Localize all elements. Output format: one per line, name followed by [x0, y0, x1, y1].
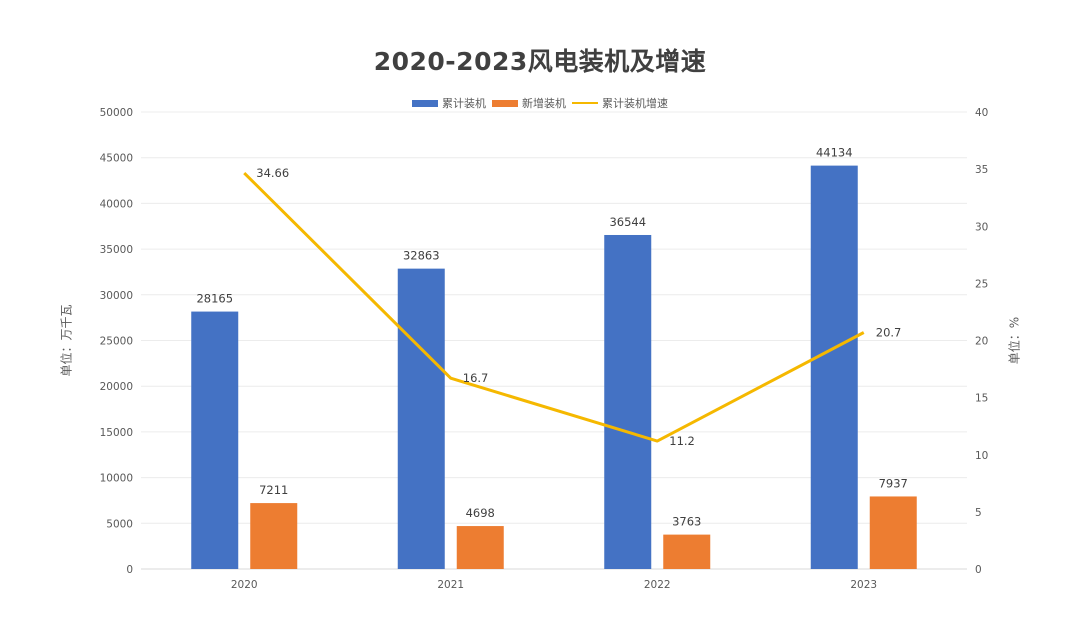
left-axis-tick: 50000 — [100, 107, 133, 119]
data-label: 32863 — [403, 249, 440, 263]
right-axis-tick: 0 — [975, 564, 982, 576]
right-axis-tick: 25 — [975, 278, 988, 290]
left-axis-tick: 10000 — [100, 473, 133, 485]
bar-new — [869, 496, 917, 569]
left-axis-tick: 20000 — [100, 381, 133, 393]
x-axis-tick: 2022 — [644, 579, 671, 591]
bar-new — [250, 503, 298, 569]
bar-new — [663, 534, 711, 569]
left-axis-tick: 45000 — [100, 153, 133, 165]
left-axis-tick: 5000 — [106, 518, 133, 530]
growth-line — [243, 171, 865, 443]
data-label: 7937 — [879, 476, 908, 490]
bar-cumulative — [810, 165, 858, 569]
x-axis-tick: 2023 — [850, 579, 877, 591]
right-axis-tick: 20 — [975, 336, 988, 348]
legend-swatch-line — [572, 102, 598, 104]
x-axis-tick: 2020 — [231, 579, 258, 591]
left-axis-tick: 35000 — [100, 244, 133, 256]
data-label: 4698 — [466, 506, 495, 520]
right-axis-tick: 10 — [975, 450, 988, 462]
left-axis-tick: 15000 — [100, 427, 133, 439]
data-label: 7211 — [259, 483, 288, 497]
data-label: 28165 — [196, 292, 233, 306]
legend-label: 累计装机 — [442, 97, 486, 110]
legend-label: 累计装机增速 — [602, 97, 668, 110]
bar-cumulative — [604, 234, 652, 569]
right-axis-tick: 5 — [975, 507, 982, 519]
right-axis-tick: 35 — [975, 164, 988, 176]
x-axis-tick: 2021 — [437, 579, 464, 591]
legend-swatch-blue — [412, 99, 438, 107]
bar-cumulative — [191, 311, 239, 569]
data-label: 36544 — [609, 215, 646, 229]
left-axis-tick: 0 — [126, 564, 133, 576]
line-data-label: 20.7 — [876, 326, 902, 340]
line-data-label: 34.66 — [256, 166, 289, 180]
legend-label: 新增装机 — [522, 97, 566, 110]
right-axis-tick: 30 — [975, 221, 988, 233]
legend-item-growth: 累计装机增速 — [572, 95, 668, 111]
bar-new — [456, 526, 504, 569]
line-data-label: 11.2 — [669, 434, 695, 448]
right-axis-tick: 40 — [975, 107, 988, 119]
data-label: 44134 — [816, 146, 853, 160]
chart-legend: 累计装机 新增装机 累计装机增速 — [0, 95, 1080, 111]
right-axis-tick: 15 — [975, 393, 988, 405]
left-axis-tick: 25000 — [100, 336, 133, 348]
bar-cumulative — [397, 268, 445, 569]
legend-item-cumulative: 累计装机 — [412, 95, 486, 111]
legend-swatch-orange — [492, 99, 518, 107]
left-axis-tick: 40000 — [100, 198, 133, 210]
line-data-label: 16.7 — [463, 371, 489, 385]
chart-title: 2020-2023风电装机及增速 — [373, 47, 707, 76]
left-axis-tick: 30000 — [100, 290, 133, 302]
legend-item-new: 新增装机 — [492, 95, 566, 111]
data-label: 3763 — [672, 515, 701, 529]
